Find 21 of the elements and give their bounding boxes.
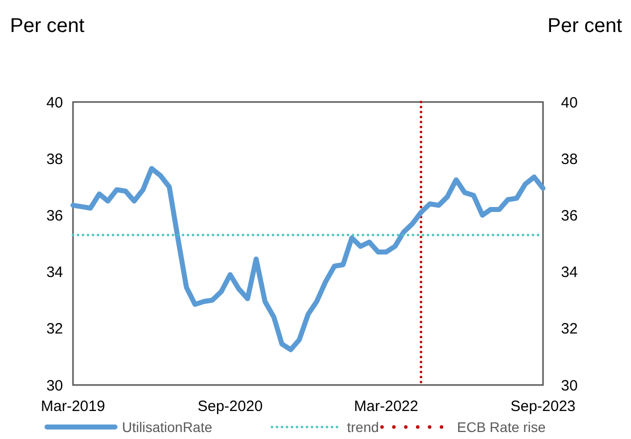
y2-tick-label: 30 (561, 377, 578, 394)
y2-tick-label: 38 (561, 150, 578, 168)
legend-label: UtilisationRate (122, 419, 212, 435)
y-tick-label: 34 (46, 264, 63, 282)
x-tick-label: Sep-2020 (198, 398, 263, 415)
y-axis-title: Per cent (10, 15, 85, 37)
legend-label: trend (347, 419, 379, 435)
y2-tick-label: 34 (561, 264, 578, 282)
y-tick-label: 30 (46, 377, 63, 394)
y2-tick-label: 36 (561, 207, 578, 224)
y2-tick-label: 32 (561, 320, 578, 338)
x-tick-label: Sep-2023 (510, 398, 576, 415)
x-tick-label: Mar-2022 (354, 398, 418, 415)
x-tick-label: Mar-2019 (40, 398, 106, 415)
legend-label: ECB Rate rise (457, 419, 546, 435)
y2-axis-title: Per cent (548, 15, 622, 37)
y-tick-label: 32 (46, 320, 63, 338)
y-tick-label: 36 (46, 207, 63, 224)
y2-tick-label: 40 (561, 94, 578, 112)
y-tick-label: 38 (46, 150, 63, 168)
y-tick-label: 40 (46, 94, 63, 112)
